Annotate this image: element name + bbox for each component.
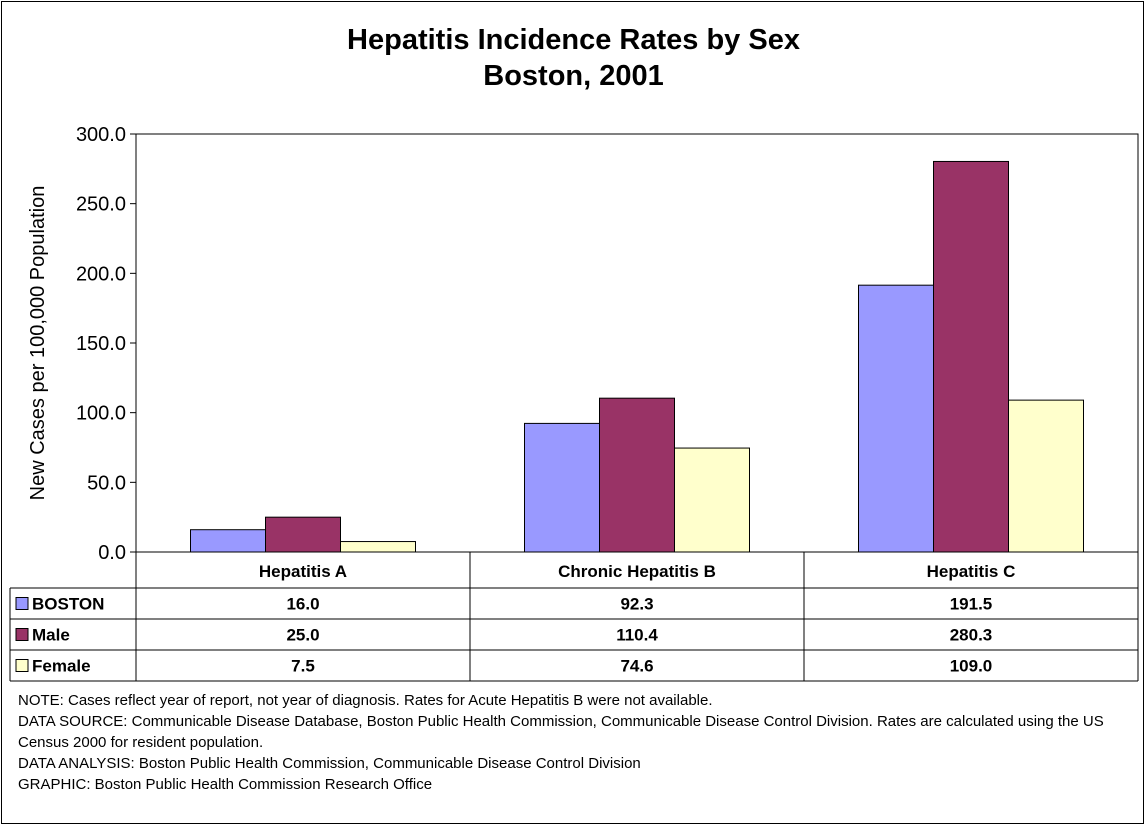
y-tick-label: 0.0 (98, 542, 126, 564)
graphic-credit-text: GRAPHIC: Boston Public Health Commission… (18, 776, 433, 793)
data-label: 110.4 (616, 626, 658, 645)
y-tick-label: 300.0 (76, 124, 126, 146)
legend-label: Female (32, 657, 91, 676)
data-label: 74.6 (620, 657, 653, 676)
bar-female-1 (340, 541, 416, 553)
data-label: 280.3 (950, 626, 993, 645)
bar-male-3 (933, 160, 1009, 553)
y-tick-label: 150.0 (76, 333, 126, 355)
bar-boston-1 (190, 529, 266, 553)
y-tick-label: 100.0 (76, 403, 126, 425)
data-source-text: DATA SOURCE: Communicable Disease Databa… (18, 713, 1104, 751)
data-label: 16.0 (286, 595, 319, 614)
legend-key-boston (15, 597, 29, 610)
data-label: 109.0 (950, 657, 993, 676)
data-label: 191.5 (950, 595, 993, 614)
category-label: Hepatitis C (927, 562, 1016, 581)
legend-label: Male (32, 626, 70, 645)
legend-key-male (15, 628, 29, 641)
category-label: Chronic Hepatitis B (558, 562, 716, 581)
bar-female-3 (1008, 399, 1084, 553)
bar-boston-3 (858, 284, 934, 553)
bar-male-2 (599, 397, 675, 553)
data-analysis-text: DATA ANALYSIS: Boston Public Health Comm… (18, 755, 641, 772)
data-label: 7.5 (291, 657, 315, 676)
legend-key-female (15, 659, 29, 672)
data-label: 25.0 (286, 626, 319, 645)
bar-male-1 (265, 516, 341, 553)
y-axis-label: New Cases per 100,000 Population (27, 186, 49, 501)
legend-label: BOSTON (32, 595, 104, 614)
chart-title: Hepatitis Incidence Rates by Sex (347, 24, 800, 56)
y-tick-label: 200.0 (76, 263, 126, 285)
bar-female-2 (674, 447, 750, 553)
y-tick-label: 50.0 (87, 472, 126, 494)
footnotes: NOTE: Cases reflect year of report, not … (18, 690, 1133, 795)
category-label: Hepatitis A (259, 562, 347, 581)
bar-boston-2 (524, 422, 600, 553)
bar-chart: 0.0 50.0 100.0 150.0 200.0 250.0 300.0 New Case… (9, 124, 1139, 682)
y-tick-label: 250.0 (76, 194, 126, 216)
note-text: NOTE: Cases reflect year of report, not … (18, 692, 713, 709)
data-label: 92.3 (620, 595, 653, 614)
chart-subtitle: Boston, 2001 (483, 60, 664, 92)
